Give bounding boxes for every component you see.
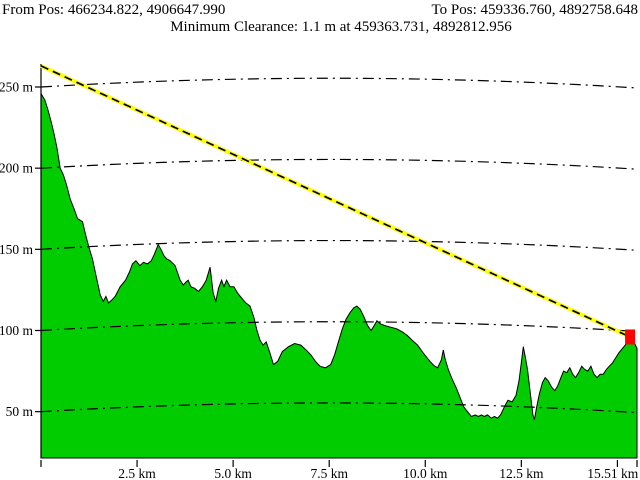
header-row: From Pos: 466234.822, 4906647.990 To Pos… (2, 2, 638, 18)
x-axis-label-12.5km: 12.5 km (499, 466, 544, 480)
line-of-sight-dashes (40, 65, 631, 338)
x-axis-label-2.5km: 2.5 km (118, 466, 156, 480)
grid-line-100m (40, 321, 638, 333)
y-axis-label-100m: 100 m (0, 323, 33, 338)
grid-line-50m (40, 402, 638, 414)
x-axis-label-10.0km: 10.0 km (403, 466, 448, 480)
x-axis-label-15.51km: 15.51 km (587, 466, 639, 480)
y-axis-label-200m: 200 m (0, 161, 33, 176)
to-pos-label: To Pos: 459336.760, 4892758.648 (431, 2, 638, 18)
from-pos-label: From Pos: 466234.822, 4906647.990 (2, 2, 226, 18)
y-axis-label-50m: 50 m (6, 404, 34, 419)
to-endpoint-marker (625, 329, 636, 345)
terrain-profile-area (40, 91, 638, 459)
grid-line-150m (40, 239, 638, 251)
grid-line-200m (40, 158, 638, 170)
grid-line-250m (40, 77, 638, 89)
x-axis-label-7.5km: 7.5 km (310, 466, 348, 480)
min-clearance-label: Minimum Clearance: 1.1 m at 459363.731, … (170, 19, 512, 35)
x-axis-label-5.0km: 5.0 km (214, 466, 252, 480)
y-axis-label-150m: 150 m (0, 242, 33, 257)
y-axis-label-250m: 250 m (0, 80, 33, 95)
